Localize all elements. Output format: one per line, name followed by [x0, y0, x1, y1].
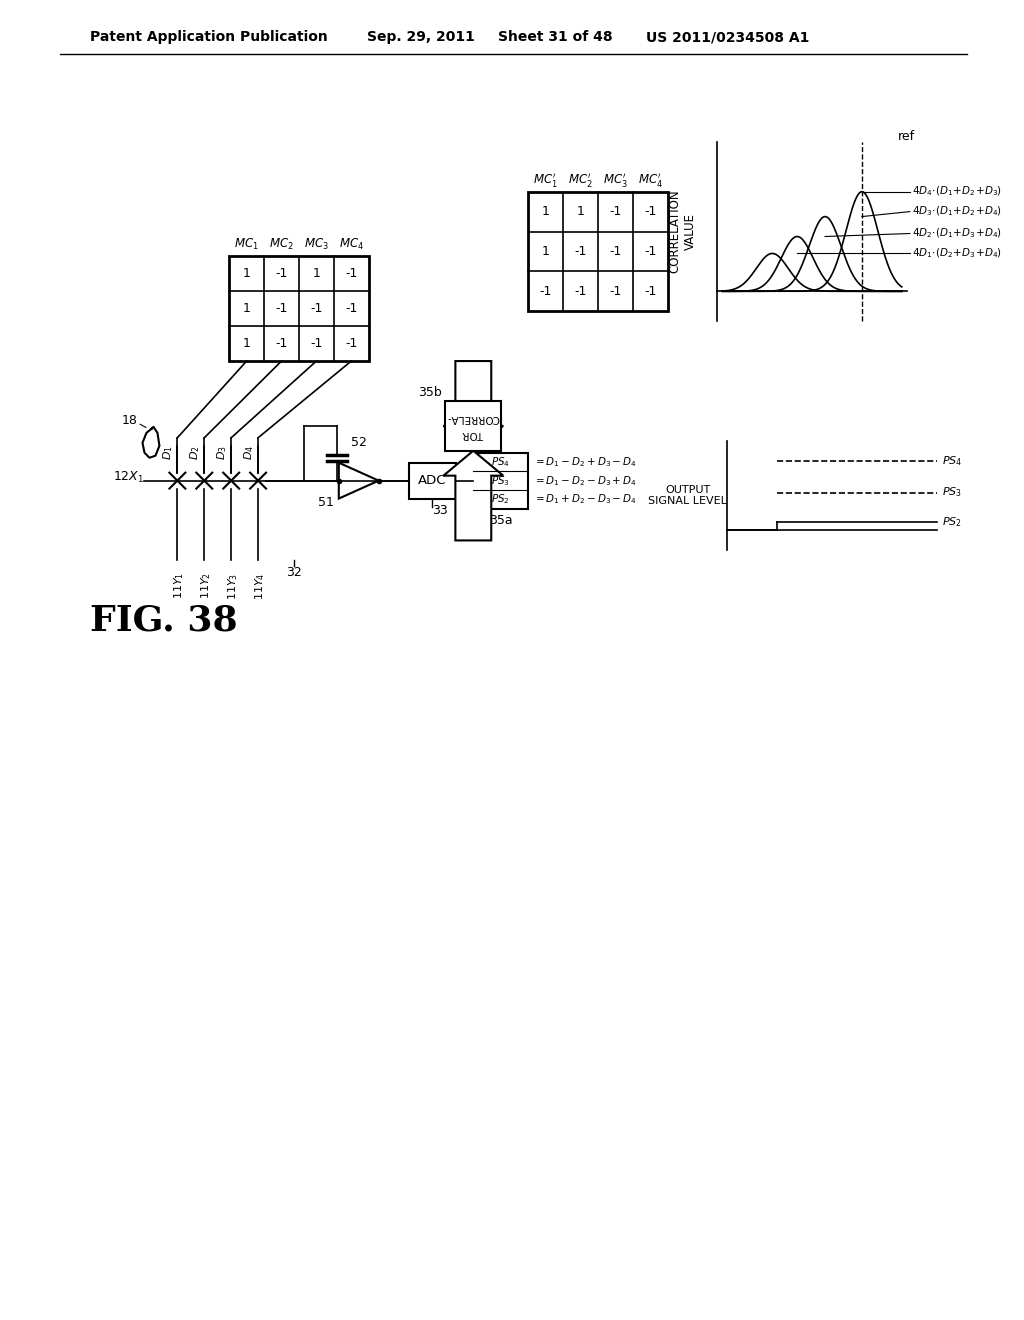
Text: -1: -1 [609, 285, 622, 298]
Text: $PS_4$: $PS_4$ [492, 455, 510, 469]
Text: -1: -1 [644, 246, 656, 257]
Text: $4D_2\!\cdot\!(D_1\!+\!D_3\!+\!D_4)$: $4D_2\!\cdot\!(D_1\!+\!D_3\!+\!D_4)$ [911, 227, 1001, 240]
Text: Patent Application Publication: Patent Application Publication [90, 30, 328, 44]
Text: -1: -1 [310, 302, 323, 315]
Text: $PS_3$: $PS_3$ [492, 474, 510, 487]
Text: -1: -1 [540, 285, 552, 298]
Bar [528, 191, 668, 312]
Text: US 2011/0234508 A1: US 2011/0234508 A1 [646, 30, 809, 44]
Text: Sep. 29, 2011: Sep. 29, 2011 [367, 30, 474, 44]
Text: 32: 32 [286, 566, 302, 578]
Text: $D_2$: $D_2$ [188, 445, 203, 461]
Text: -1: -1 [275, 302, 288, 315]
Text: 52: 52 [351, 437, 367, 449]
Text: 1: 1 [577, 205, 585, 218]
Text: 1: 1 [243, 337, 251, 350]
Text: $D_4$: $D_4$ [243, 445, 256, 461]
Text: $4D_3\!\cdot\!(D_1\!+\!D_2\!+\!D_4)$: $4D_3\!\cdot\!(D_1\!+\!D_2\!+\!D_4)$ [911, 205, 1001, 218]
Text: $=D_1-D_2-D_3+D_4$: $=D_1-D_2-D_3+D_4$ [534, 474, 637, 487]
Text: -1: -1 [275, 337, 288, 350]
Bar [473, 453, 528, 508]
Text: ADC: ADC [418, 474, 446, 487]
Text: $12X_1$: $12X_1$ [114, 470, 144, 486]
Text: $MC_4$: $MC_4$ [339, 236, 364, 252]
Text: OUTPUT
SIGNAL LEVEL: OUTPUT SIGNAL LEVEL [648, 484, 727, 507]
Text: 1: 1 [243, 302, 251, 315]
Text: FIG. 38: FIG. 38 [90, 603, 238, 638]
Polygon shape [443, 362, 503, 450]
Text: $PS_2$: $PS_2$ [492, 492, 510, 506]
Text: CORRELATION
VALUE: CORRELATION VALUE [669, 190, 696, 273]
Text: -1: -1 [275, 268, 288, 280]
Text: $MC_2$: $MC_2$ [269, 236, 294, 252]
Text: -1: -1 [345, 302, 357, 315]
Text: $4D_4\!\cdot\!(D_1\!+\!D_2\!+\!D_3)$: $4D_4\!\cdot\!(D_1\!+\!D_2\!+\!D_3)$ [911, 185, 1001, 198]
Text: $4D_1\!\cdot\!(D_2\!+\!D_3\!+\!D_4)$: $4D_1\!\cdot\!(D_2\!+\!D_3\!+\!D_4)$ [911, 247, 1001, 260]
Text: 51: 51 [317, 496, 334, 510]
Text: 1: 1 [542, 246, 550, 257]
Text: $11Y_3$: $11Y_3$ [226, 573, 240, 599]
Bar [229, 256, 369, 362]
Text: -1: -1 [345, 268, 357, 280]
Text: -1: -1 [609, 205, 622, 218]
Text: ref: ref [898, 131, 915, 144]
Bar [445, 401, 501, 450]
Text: $MC_1'$: $MC_1'$ [534, 170, 558, 189]
Text: $MC_4'$: $MC_4'$ [638, 170, 663, 189]
Text: $11Y_2$: $11Y_2$ [200, 573, 213, 599]
Text: -1: -1 [609, 246, 622, 257]
Text: $MC_3'$: $MC_3'$ [603, 170, 628, 189]
Text: $PS_2$: $PS_2$ [942, 516, 962, 529]
Text: 35a: 35a [488, 513, 513, 527]
Text: $D_1$: $D_1$ [162, 445, 175, 461]
Text: $=D_1+D_2-D_3-D_4$: $=D_1+D_2-D_3-D_4$ [534, 492, 637, 506]
Text: -1: -1 [644, 285, 656, 298]
Text: TOR: TOR [463, 429, 484, 438]
Text: 18: 18 [122, 414, 137, 428]
Text: $MC_2'$: $MC_2'$ [568, 170, 593, 189]
Polygon shape [443, 450, 503, 540]
Text: $PS_3$: $PS_3$ [942, 486, 962, 499]
Text: 35b: 35b [418, 387, 441, 400]
Text: 1: 1 [243, 268, 251, 280]
Text: 1: 1 [542, 205, 550, 218]
Text: 33: 33 [432, 504, 449, 517]
Text: -1: -1 [574, 285, 587, 298]
Text: $=D_1-D_2+D_3-D_4$: $=D_1-D_2+D_3-D_4$ [534, 455, 637, 469]
Text: -1: -1 [574, 246, 587, 257]
Text: $11Y_4$: $11Y_4$ [253, 573, 267, 599]
Text: -1: -1 [345, 337, 357, 350]
Text: -1: -1 [644, 205, 656, 218]
Text: -1: -1 [310, 337, 323, 350]
Text: CORRELA-: CORRELA- [446, 413, 500, 422]
Text: $MC_3$: $MC_3$ [304, 236, 329, 252]
Text: $MC_1$: $MC_1$ [234, 236, 259, 252]
Text: $D_3$: $D_3$ [215, 445, 229, 461]
Text: 1: 1 [312, 268, 321, 280]
Bar [409, 463, 457, 499]
Text: $PS_4$: $PS_4$ [942, 454, 962, 467]
Text: Sheet 31 of 48: Sheet 31 of 48 [499, 30, 612, 44]
Text: $11Y_1$: $11Y_1$ [172, 573, 186, 599]
